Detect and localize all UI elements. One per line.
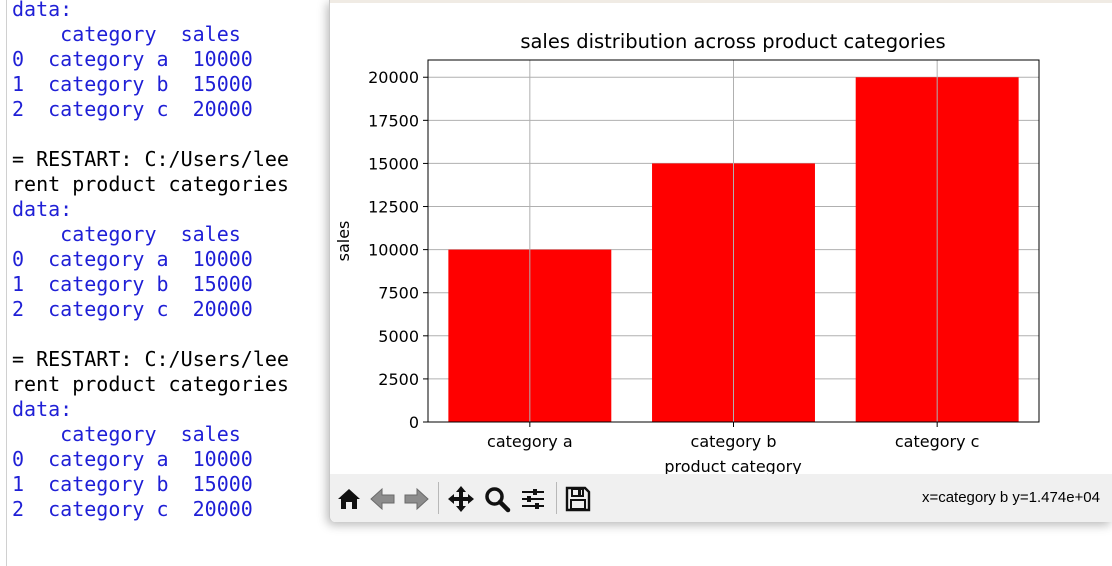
x-tick-label: category b — [691, 432, 777, 451]
window-top-edge — [330, 0, 1112, 3]
shell-line: 0 category a 10000 — [12, 47, 253, 71]
vertical-grid — [529, 60, 938, 422]
pan-icon — [448, 486, 474, 512]
x-axis-label: product category — [664, 457, 801, 474]
shell-line: rent product categories — [12, 372, 289, 396]
y-axis-ticks: 0 2500 5000 7500 10000 12500 15000 17500 20000 — [368, 68, 428, 432]
x-tick-label: category a — [487, 432, 573, 451]
zoom-icon — [485, 487, 511, 513]
subplots-icon — [522, 489, 544, 509]
x-tick-label: category c — [895, 432, 980, 451]
toolbar-separator — [438, 482, 439, 514]
shell-gutter — [6, 0, 7, 566]
y-tick-label: 7500 — [378, 284, 419, 303]
shell-line: category sales — [12, 222, 241, 246]
y-tick-label: 2500 — [378, 370, 419, 389]
shell-line: 1 category b 15000 — [12, 472, 253, 496]
y-tick-label: 5000 — [378, 327, 419, 346]
shell-line: 2 category c 20000 — [12, 97, 253, 121]
shell-line: data: — [12, 197, 73, 221]
home-icon — [338, 489, 360, 509]
shell-line: 1 category b 15000 — [12, 272, 253, 296]
shell-line: rent product categories — [12, 172, 289, 196]
forward-icon — [404, 487, 429, 511]
chart-title: sales distribution across product catego… — [520, 30, 945, 53]
y-axis-label: sales — [334, 221, 353, 262]
shell-line: = RESTART: C:/Users/lee — [12, 347, 289, 371]
save-button[interactable] — [563, 484, 593, 514]
shell-output: data: category sales 0 category a 10000 1 … — [12, 0, 289, 522]
bar-chart: 0 2500 5000 7500 10000 12500 15000 17500 20000 c… — [334, 30, 1040, 474]
pan-button[interactable] — [446, 484, 476, 514]
shell-line — [12, 122, 289, 147]
y-tick-label: 12500 — [368, 198, 419, 217]
y-tick-label: 20000 — [368, 68, 419, 87]
navigation-toolbar: x=category b y=1.474e+04 — [330, 474, 1112, 522]
shell-line: 2 category c 20000 — [12, 297, 253, 321]
zoom-button[interactable] — [482, 484, 512, 514]
shell-line: 0 category a 10000 — [12, 247, 253, 271]
shell-line — [12, 322, 289, 347]
forward-button[interactable] — [401, 484, 431, 514]
subplots-button[interactable] — [518, 484, 548, 514]
shell-line: 2 category c 20000 — [12, 497, 253, 521]
python-shell[interactable]: data: category sales 0 category a 10000 1 … — [0, 0, 340, 566]
shell-line: 1 category b 15000 — [12, 72, 253, 96]
back-button[interactable] — [368, 484, 398, 514]
y-tick-label: 0 — [409, 413, 419, 432]
y-tick-label: 10000 — [368, 241, 419, 260]
shell-line: category sales — [12, 422, 241, 446]
back-icon — [370, 487, 395, 511]
home-button[interactable] — [334, 484, 364, 514]
figure-window: 0 2500 5000 7500 10000 12500 15000 17500 20000 c… — [329, 0, 1112, 522]
cursor-coordinates: x=category b y=1.474e+04 — [921, 489, 1100, 506]
save-icon — [565, 486, 591, 512]
y-tick-label: 15000 — [368, 154, 419, 173]
shell-line: = RESTART: C:/Users/lee — [12, 147, 289, 171]
toolbar-separator — [556, 482, 557, 514]
shell-line: category sales — [12, 22, 241, 46]
x-axis-ticks: category a category b category c — [487, 422, 979, 451]
shell-line: data: — [12, 0, 73, 21]
shell-line: 0 category a 10000 — [12, 447, 253, 471]
shell-line: data: — [12, 397, 73, 421]
y-tick-label: 17500 — [368, 111, 419, 130]
